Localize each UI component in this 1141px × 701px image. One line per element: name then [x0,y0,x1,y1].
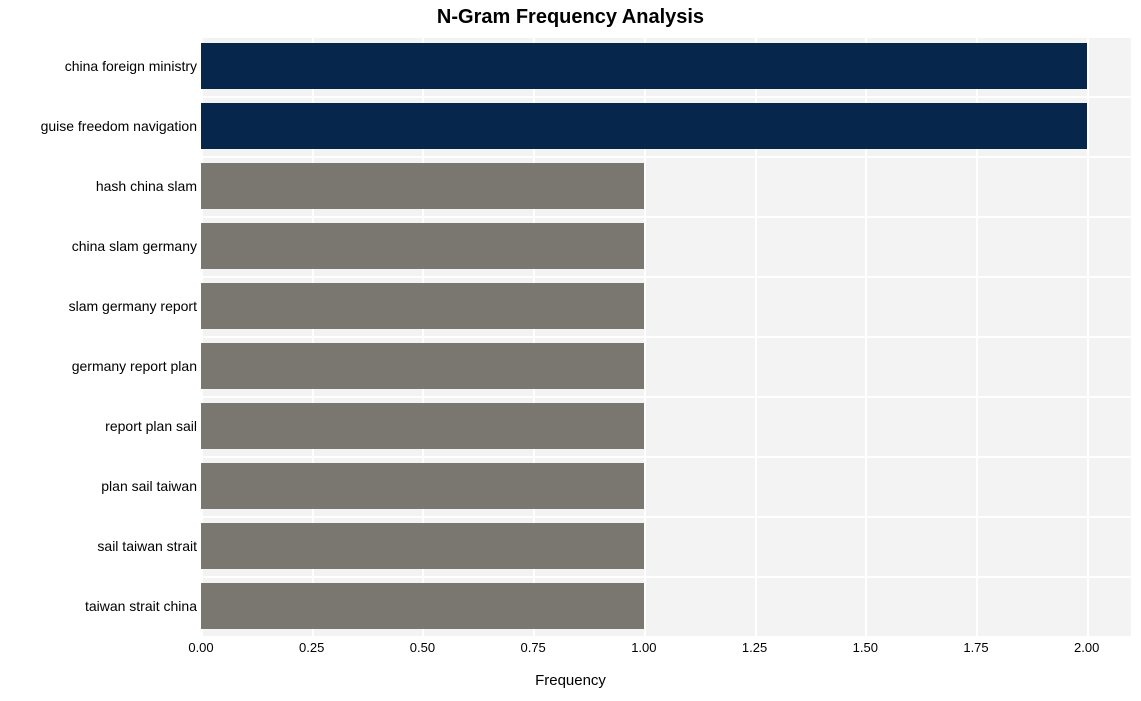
bar [201,43,1087,90]
y-tick-label: china foreign ministry [7,43,197,90]
y-tick-label: plan sail taiwan [7,463,197,510]
row-gridline [201,216,1131,218]
x-tick-label: 0.00 [188,640,213,655]
row-gridline [201,396,1131,398]
row-gridline [201,276,1131,278]
row-gridline [201,636,1131,638]
row-gridline [201,156,1131,158]
x-tick-label: 1.25 [742,640,767,655]
y-tick-label: china slam germany [7,223,197,270]
row-gridline [201,516,1131,518]
y-tick-label: guise freedom navigation [7,103,197,150]
y-tick-label: slam germany report [7,283,197,330]
chart-container: N-Gram Frequency Analysis Frequency 0.00… [0,0,1141,701]
y-tick-label: report plan sail [7,403,197,450]
bar [201,103,1087,150]
bar [201,583,644,630]
y-tick-label: sail taiwan strait [7,523,197,570]
bar [201,163,644,210]
bar [201,523,644,570]
bar [201,223,644,270]
bar [201,283,644,330]
x-tick-label: 1.50 [853,640,878,655]
row-gridline [201,336,1131,338]
x-tick-label: 1.00 [631,640,656,655]
y-tick-label: taiwan strait china [7,583,197,630]
y-tick-label: germany report plan [7,343,197,390]
row-gridline [201,96,1131,98]
x-tick-label: 0.75 [520,640,545,655]
y-tick-label: hash china slam [7,163,197,210]
row-gridline [201,456,1131,458]
x-axis-label: Frequency [0,672,1141,689]
plot-area [201,36,1131,636]
bar [201,343,644,390]
chart-title: N-Gram Frequency Analysis [0,6,1141,29]
row-gridline [201,576,1131,578]
x-tick-label: 2.00 [1074,640,1099,655]
row-gridline [201,36,1131,38]
x-tick-label: 0.50 [410,640,435,655]
x-tick-label: 0.25 [299,640,324,655]
bar [201,403,644,450]
bar [201,463,644,510]
x-tick-label: 1.75 [963,640,988,655]
